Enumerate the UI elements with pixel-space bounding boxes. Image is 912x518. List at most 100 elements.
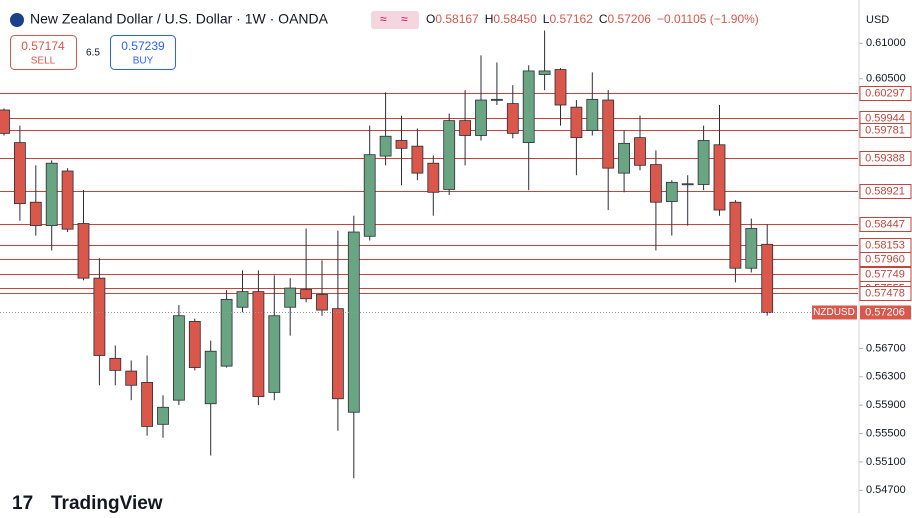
level-label: 0.57749: [865, 268, 905, 280]
spread: 6.5: [86, 48, 100, 59]
y-tick-label: 0.55500: [866, 427, 906, 439]
candle-body: [316, 294, 328, 311]
ohlc-key: L: [543, 12, 550, 26]
y-tick-label: 0.55900: [866, 399, 906, 411]
candle-body: [188, 321, 201, 368]
candle-body: [459, 120, 472, 136]
currency: USD: [866, 14, 889, 26]
last-price-box: [860, 305, 911, 320]
candle-body: [0, 109, 10, 134]
candle-body: [45, 162, 58, 227]
level-label-box: [859, 252, 912, 267]
last-price-label: 0.57206: [865, 306, 905, 318]
level-label: 0.59944: [865, 112, 905, 124]
candle-body: [141, 382, 154, 427]
candle-body: [602, 99, 615, 169]
sell-price: 0.57174: [21, 39, 65, 53]
level-label: 0.59388: [865, 152, 905, 164]
change: −0.01105 (−1.90%): [657, 12, 759, 26]
candle-body: [538, 70, 551, 75]
y-tick-label: 0.61000: [866, 37, 906, 49]
candle-body: [172, 315, 185, 401]
level-label: 0.57960: [865, 253, 905, 265]
candle-body: [634, 137, 646, 166]
level-label-box: [859, 123, 912, 138]
sell-button[interactable]: [10, 35, 77, 70]
level-label-box: [859, 86, 912, 101]
ohlc-value: 0.57162: [549, 12, 593, 26]
trade-buttons: 0.57174 SELL 6.5 0.57239 BUY: [10, 35, 176, 70]
candle-body: [125, 370, 138, 386]
logo-mark: 17: [12, 493, 33, 513]
candle-body: [109, 357, 122, 371]
chart-title: New Zealand Dollar / U.S. Dollar · 1W · …: [30, 11, 329, 27]
ohlc-key: H: [485, 12, 494, 26]
candle-body: [650, 164, 662, 203]
candle-body: [761, 243, 774, 313]
y-tick-label: 0.55100: [866, 456, 906, 468]
candle-body: [363, 154, 376, 237]
candle-body: [681, 183, 694, 186]
ohlc-key: C: [599, 12, 608, 26]
candle-body: [268, 315, 281, 393]
candle-body: [618, 142, 630, 174]
ohlc-value: 0.57206: [608, 12, 652, 26]
ohlc-value: 0.58167: [435, 12, 479, 26]
header: New Zealand Dollar / U.S. Dollar · 1W · …: [10, 11, 759, 29]
candle-body: [697, 140, 710, 185]
symbol-box: [812, 305, 857, 320]
candle-body: [93, 277, 106, 356]
y-tick-label: 0.56300: [866, 371, 906, 383]
symbol-label: NZDUSD: [813, 307, 855, 318]
candle-body: [252, 291, 265, 398]
candle-body: [586, 98, 599, 131]
candle-body: [475, 99, 487, 136]
candle-body: [554, 69, 567, 106]
candle-body: [745, 228, 758, 269]
level-label-box: [859, 217, 912, 232]
icon: ≈: [401, 12, 408, 26]
buy-price: 0.57239: [121, 39, 165, 53]
candle-body: [300, 289, 313, 300]
candle-body: [331, 308, 344, 400]
flag-icon: [10, 13, 24, 27]
y-tick-label: 0.56700: [866, 342, 906, 354]
candle-body: [204, 350, 217, 405]
level-label-box: [859, 151, 912, 166]
y-tick-label: 0.60500: [866, 73, 906, 85]
candle-body: [570, 106, 583, 139]
level-label: 0.57478: [865, 287, 905, 299]
candle-body: [713, 144, 726, 211]
compare-button[interactable]: [371, 11, 419, 29]
candle-body: [236, 291, 249, 308]
ohlc-value: 0.58450: [493, 12, 537, 26]
brand-name: TradingView: [51, 493, 163, 513]
candle-body: [29, 201, 42, 227]
candle-body: [395, 140, 408, 149]
icon: ≈: [380, 12, 387, 26]
candle-body: [729, 201, 742, 269]
candle-body: [443, 120, 456, 190]
ohlc-key: O: [426, 12, 435, 26]
level-label: 0.58153: [865, 239, 905, 251]
candle-body: [220, 299, 233, 367]
level-label-box: [859, 184, 912, 199]
candle-body: [347, 231, 360, 413]
buy-label: BUY: [133, 56, 154, 67]
level-label: 0.58921: [865, 185, 905, 197]
candle-body: [522, 70, 535, 144]
level-label: 0.60297: [865, 87, 905, 99]
candle-body: [284, 287, 297, 308]
candle-body: [61, 170, 74, 230]
candle-body: [379, 135, 392, 157]
candle-body: [665, 181, 678, 202]
candle-body: [411, 145, 424, 174]
y-tick-label: 0.54700: [866, 484, 906, 496]
buy-button[interactable]: [110, 35, 176, 70]
candle-body: [427, 162, 440, 193]
candle-body: [506, 103, 519, 134]
price-axis: USD 0.61000 0.60500 0.56700 0.56300 0.55900 0…: [859, 14, 912, 496]
candle-body: [13, 142, 26, 205]
